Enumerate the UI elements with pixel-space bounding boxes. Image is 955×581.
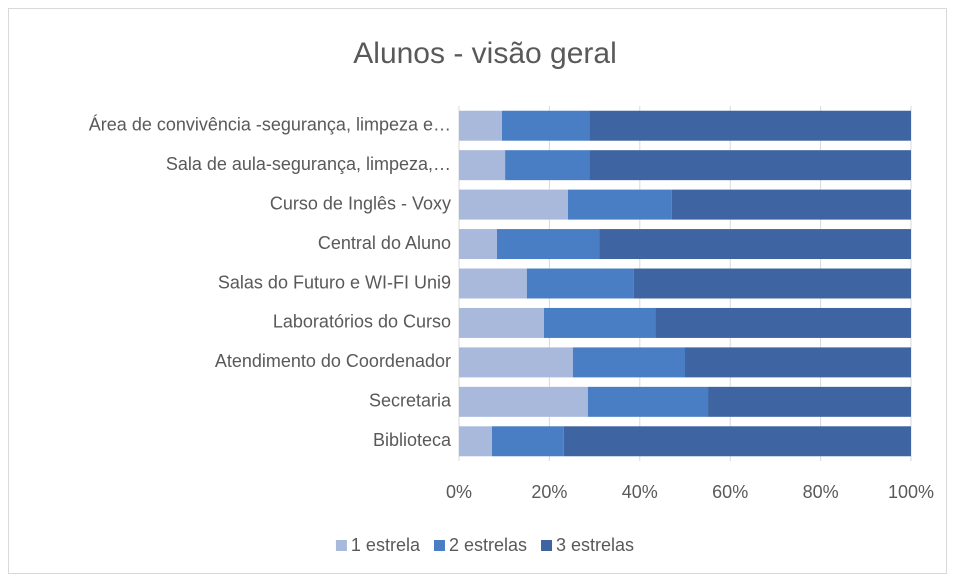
bar-segment: [501, 110, 590, 141]
y-tick-label: Curso de Inglês - Voxy: [270, 193, 451, 213]
bar-segment: [633, 268, 911, 299]
x-tick-label: 100%: [888, 482, 934, 502]
legend-label: 3 estrelas: [556, 535, 634, 555]
legend-swatch: [541, 540, 553, 551]
x-tick-label: 0%: [446, 482, 472, 502]
bar-segment: [543, 307, 656, 338]
bar-segment: [708, 386, 911, 417]
x-tick-label: 40%: [622, 482, 658, 502]
bar-segment: [459, 150, 506, 181]
bar-segment: [587, 386, 709, 417]
legend-label: 2 estrelas: [449, 535, 527, 555]
bar-segment: [459, 110, 502, 141]
bar-segment: [459, 386, 588, 417]
bar-segment: [563, 426, 911, 457]
y-tick-label: Secretaria: [369, 391, 452, 411]
bar-segment: [505, 150, 590, 181]
y-tick-label: Central do Aluno: [318, 233, 451, 253]
legend-label: 1 estrela: [351, 535, 421, 555]
y-tick-label: Atendimento do Coordenador: [215, 351, 451, 371]
bar-segment: [459, 347, 573, 378]
bar-segment: [496, 229, 600, 260]
bar-segment: [589, 110, 911, 141]
bar-segment: [459, 426, 492, 457]
bar-segment: [572, 347, 685, 378]
bar-segment: [459, 189, 568, 220]
y-tick-label: Salas do Futuro e WI-FI Uni9: [218, 272, 451, 292]
x-tick-label: 80%: [803, 482, 839, 502]
bar-segment: [491, 426, 564, 457]
x-tick-label: 20%: [531, 482, 567, 502]
bar-segment: [459, 229, 497, 260]
bar-segment: [599, 229, 911, 260]
legend-swatch: [433, 540, 445, 551]
bar-segment: [459, 268, 527, 299]
y-tick-label: Área de convivência -segurança, limpeza …: [89, 114, 451, 134]
bar-segment: [671, 189, 911, 220]
y-tick-label: Biblioteca: [373, 430, 452, 450]
x-tick-label: 60%: [712, 482, 748, 502]
y-tick-label: Laboratórios do Curso: [273, 312, 451, 332]
chart-title: Alunos - visão geral: [353, 37, 616, 70]
bar-segment: [459, 307, 544, 338]
bar-segment: [526, 268, 634, 299]
bar-segment: [685, 347, 911, 378]
bar-segment: [589, 150, 911, 181]
legend-swatch: [335, 540, 347, 551]
bar-segment: [655, 307, 911, 338]
bar-segment: [567, 189, 672, 220]
y-tick-label: Sala de aula-segurança, limpeza,…: [166, 154, 451, 174]
